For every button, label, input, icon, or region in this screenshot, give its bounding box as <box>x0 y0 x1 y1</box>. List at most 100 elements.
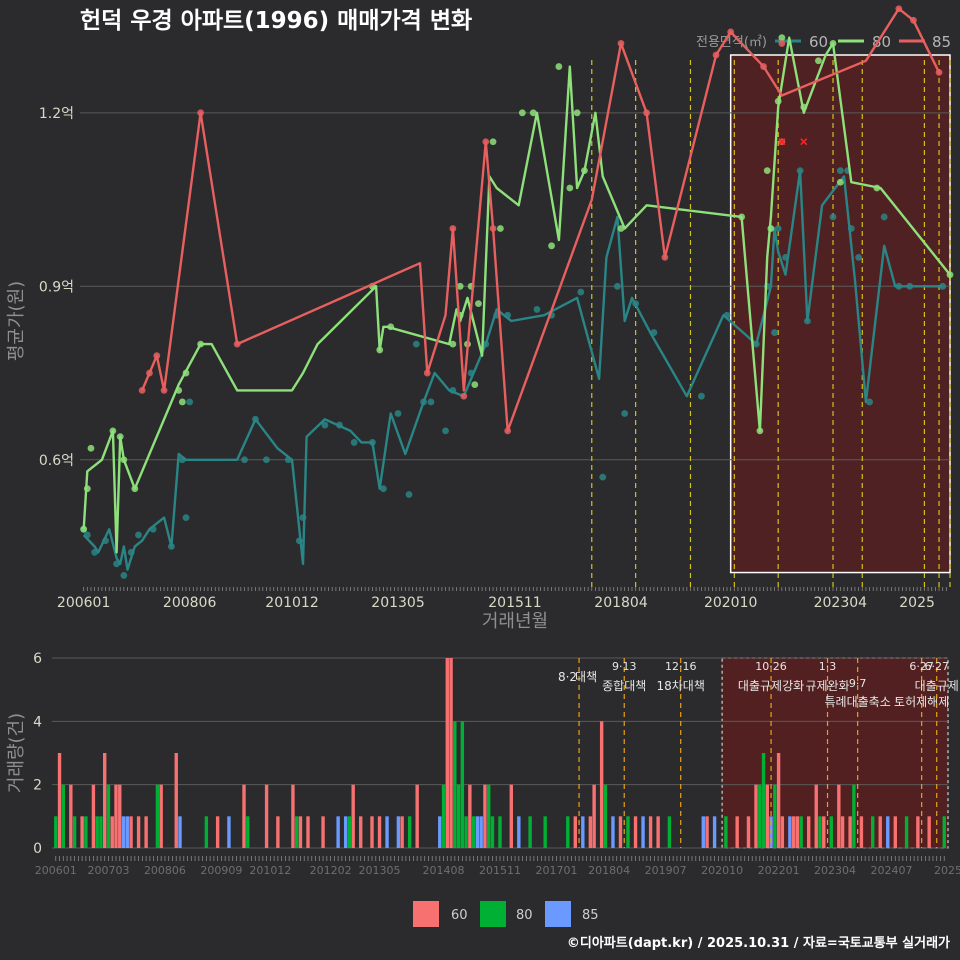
volume-bar-60 <box>618 816 623 848</box>
x-tick-label: 201012 <box>249 864 291 877</box>
volume-bar-80 <box>818 816 822 848</box>
volume-bar-60 <box>449 658 453 848</box>
policy-label-name: 대책 <box>575 669 597 684</box>
policy-label-name: 토허제해제 <box>894 695 949 709</box>
data-point-80 <box>182 369 190 377</box>
x-marker <box>800 138 808 146</box>
volume-bar-60 <box>893 816 897 848</box>
volume-bar-85 <box>396 816 401 848</box>
data-point-60 <box>350 439 358 446</box>
volume-bar-85 <box>336 816 340 848</box>
x-tick-label: 201511 <box>479 864 521 877</box>
x-tick-label: 200601 <box>57 595 110 611</box>
data-point-60 <box>102 537 109 545</box>
data-point-80 <box>581 167 588 175</box>
x-marker <box>778 138 786 146</box>
volume-bar-80 <box>543 816 547 848</box>
volume-bar-60 <box>509 784 513 848</box>
volume-bar-60 <box>276 816 280 848</box>
volume-bar-80 <box>498 816 502 848</box>
data-point-85 <box>935 68 943 76</box>
volume-bar-85 <box>475 816 480 848</box>
volume-bar-85 <box>178 816 182 848</box>
volume-bar-60 <box>468 784 472 848</box>
volume-bar-60 <box>814 784 818 848</box>
volume-bar-60 <box>822 816 826 848</box>
volume-bar-80 <box>799 816 803 848</box>
x-tick-label: 200703 <box>87 864 129 877</box>
x-tick-label: 201305 <box>359 864 401 877</box>
data-point-60 <box>127 548 135 556</box>
data-point-85 <box>197 109 205 117</box>
volume-bar-60 <box>780 816 785 848</box>
volume-bar-60 <box>215 816 220 848</box>
volume-bar-60 <box>648 816 653 848</box>
data-point-60 <box>632 300 640 308</box>
x-tick-label: 200806 <box>163 595 217 611</box>
volume-bar-80 <box>904 816 909 848</box>
data-point-80 <box>566 184 574 192</box>
x-tick-label: 202010 <box>704 595 757 611</box>
data-point-85 <box>146 369 153 377</box>
data-point-80 <box>83 485 91 493</box>
data-point-80 <box>475 300 482 308</box>
volume-bar-80 <box>471 816 476 848</box>
volume-bar-80 <box>460 721 465 848</box>
bottom-legend-swatch-85 <box>545 901 571 927</box>
volume-bar-60 <box>483 784 487 848</box>
policy-label-date: 10·26 <box>755 660 787 673</box>
data-point-60 <box>135 531 142 539</box>
volume-bar-85 <box>712 816 717 848</box>
bottom-legend-swatch-60 <box>413 901 439 927</box>
data-point-60 <box>412 340 420 348</box>
data-point-85 <box>482 138 490 146</box>
x-tick-label: 201202 <box>310 864 352 877</box>
data-point-60 <box>295 537 303 545</box>
volume-bar-60 <box>415 784 419 848</box>
x-tick-label: 2025 <box>934 864 960 877</box>
x-tick-label: 201804 <box>588 864 630 877</box>
volume-bar-80 <box>441 784 446 848</box>
volume-bar-80 <box>829 816 833 848</box>
legend-top: 전용면적(㎡) 60 80 85 <box>696 33 951 51</box>
volume-bar-80 <box>84 816 88 848</box>
x-tick-label: 201511 <box>488 595 541 611</box>
volume-bar-80 <box>456 784 461 848</box>
data-point-85 <box>489 225 497 232</box>
x-tick-label: 201012 <box>265 595 318 611</box>
volume-bar-80 <box>453 721 457 848</box>
volume-bar-80 <box>773 784 777 848</box>
volume-bar-60 <box>735 816 739 848</box>
volume-bar-80 <box>155 784 160 848</box>
volume-bar-80 <box>464 816 468 848</box>
data-point-80 <box>496 225 504 232</box>
data-point-80 <box>873 184 881 192</box>
y-axis-title: 거래량(건) <box>6 713 27 793</box>
data-point-60 <box>804 317 811 325</box>
volume-bar-60 <box>400 816 404 848</box>
volume-bar-85 <box>479 816 483 848</box>
volume-bar-80 <box>761 753 766 848</box>
data-point-60 <box>723 311 731 319</box>
data-point-85 <box>895 5 903 13</box>
bottom-legend: 60 80 85 <box>413 901 599 927</box>
volume-bar-80 <box>95 816 99 848</box>
data-point-60 <box>504 311 512 319</box>
data-point-85 <box>712 51 720 59</box>
data-point-60 <box>482 340 490 348</box>
volume-bar-60 <box>592 784 596 848</box>
data-point-85 <box>778 40 786 47</box>
data-point-85 <box>617 40 625 47</box>
volume-bar-60 <box>859 816 864 848</box>
data-point-85 <box>449 225 457 232</box>
volume-bar-80 <box>407 816 412 848</box>
data-point-80 <box>175 386 183 394</box>
volume-bar-80 <box>942 816 946 848</box>
data-point-60 <box>369 439 376 446</box>
volume-bar-60 <box>264 784 269 848</box>
data-point-80 <box>376 346 384 354</box>
data-point-80 <box>738 213 746 221</box>
data-point-80 <box>131 485 139 493</box>
legend-label-85: 85 <box>932 33 951 51</box>
